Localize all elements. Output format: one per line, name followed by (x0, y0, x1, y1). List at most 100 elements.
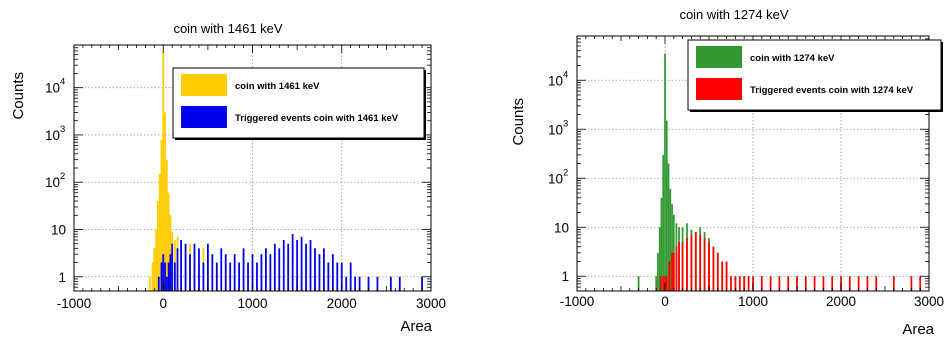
legend-label: coin with 1274 keV (750, 53, 835, 64)
chart-title: coin with 1461 keV (173, 21, 282, 36)
histogram-bar (848, 276, 851, 291)
histogram-bar (229, 262, 232, 291)
histogram-bar (866, 276, 869, 291)
x-tick-label: 0 (159, 296, 167, 311)
histogram-bar (721, 261, 724, 291)
histogram-bar (671, 252, 673, 291)
histogram-bar (376, 276, 379, 291)
y-tick-exponent: 4 (60, 77, 65, 88)
legend-swatch (696, 46, 742, 68)
histogram-bar (305, 243, 307, 291)
histogram-bar (358, 276, 361, 291)
histogram-bar (176, 248, 179, 291)
histogram-bar (158, 173, 161, 291)
histogram-bar (162, 254, 165, 291)
histogram-bar (155, 229, 158, 291)
histogram-bar (224, 254, 227, 291)
histogram-bar (162, 52, 165, 292)
histogram-bar (233, 254, 236, 291)
histogram-bar (256, 262, 258, 291)
histogram-bar (681, 242, 684, 291)
series-1 (659, 231, 922, 291)
x-tick-label: -1000 (57, 296, 92, 311)
histogram-bar (260, 254, 263, 291)
histogram-bar (671, 203, 673, 291)
histogram-bar (367, 276, 370, 291)
x-axis-label: Area (902, 321, 934, 337)
x-tick-label: 3000 (416, 296, 446, 311)
histogram-bar (389, 276, 392, 291)
histogram-bar (165, 276, 168, 291)
y-tick-label: 10 (548, 122, 563, 137)
y-tick-exponent: 3 (563, 118, 568, 129)
histogram-bar (725, 261, 728, 291)
histogram-bar (220, 248, 223, 291)
histogram-bar (694, 231, 697, 291)
histogram-bar (282, 239, 285, 291)
histogram-bar (734, 276, 737, 291)
histogram-bar (875, 276, 878, 291)
histogram-bar (160, 262, 163, 291)
histogram-bar (278, 248, 281, 291)
histogram-bar (184, 243, 187, 291)
y-tick-label: 10 (45, 175, 60, 190)
histogram-bar (743, 276, 746, 291)
histogram-bar (665, 276, 668, 291)
histogram-bar (831, 276, 834, 291)
histogram-bar (738, 276, 741, 291)
histogram-bar (747, 276, 750, 291)
y-tick-label: 10 (45, 128, 60, 143)
histogram-bar (892, 276, 895, 291)
x-axis-label: Area (400, 318, 432, 335)
histogram-bar (300, 236, 303, 291)
y-tick-exponent: 2 (563, 167, 568, 178)
histogram-bar (202, 262, 205, 291)
histogram-bar (804, 276, 807, 291)
y-tick-label: 10 (548, 171, 563, 186)
histogram-bar (778, 276, 781, 291)
histogram-bar (813, 276, 816, 291)
histogram-bar (662, 276, 665, 291)
histogram-bar (247, 262, 249, 291)
histogram-bar (857, 276, 860, 291)
histogram-bar (660, 197, 663, 291)
histogram-bar (323, 248, 325, 291)
histogram-bar (198, 248, 200, 291)
histogram-bar (314, 248, 316, 291)
histogram-bar (251, 254, 254, 291)
histogram-bar (167, 192, 170, 291)
histogram-bar (708, 242, 710, 291)
x-tick-label: 1000 (738, 294, 768, 309)
chart-title: coin with 1274 keV (679, 7, 788, 22)
histogram-bar (165, 159, 168, 291)
histogram-bar (336, 262, 339, 291)
histogram-bar (665, 120, 668, 291)
histogram-bar (157, 201, 159, 291)
legend-swatch (181, 74, 227, 96)
histogram-bar (164, 262, 166, 291)
y-tick-label: 1 (561, 269, 569, 284)
legend-label: Triggered events coin with 1274 keV (750, 85, 914, 96)
histogram-bar (703, 238, 706, 291)
histogram-bar (822, 276, 825, 291)
histogram-bar (760, 276, 763, 291)
histogram-bar (269, 254, 272, 291)
histogram-bar (712, 246, 715, 291)
histogram-bar (151, 262, 154, 291)
histogram-bar (180, 239, 182, 291)
histogram-bar (690, 234, 693, 291)
y-tick-label: 10 (548, 73, 563, 88)
x-tick-label: 2000 (826, 294, 856, 309)
legend-label: Triggered events coin with 1461 keV (235, 113, 399, 124)
histogram-bar (242, 248, 245, 291)
chart-coin-1461: coin with 1461 keV Counts Area -1000 0 100… (10, 21, 446, 335)
histogram-bar (664, 53, 666, 291)
histogram-bar (349, 262, 352, 291)
histogram-bar (331, 254, 334, 291)
histogram-bar (327, 262, 330, 291)
histogram-bar (919, 276, 922, 291)
y-tick-label: 10 (51, 223, 66, 238)
x-tick-label: -1000 (560, 294, 595, 309)
histogram-bar (291, 234, 294, 291)
